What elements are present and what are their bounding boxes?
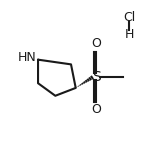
- Text: Cl: Cl: [123, 11, 135, 24]
- Text: HN: HN: [18, 51, 36, 64]
- Text: O: O: [91, 103, 101, 116]
- Text: O: O: [91, 38, 101, 50]
- Text: H: H: [124, 28, 134, 41]
- Text: S: S: [92, 70, 101, 84]
